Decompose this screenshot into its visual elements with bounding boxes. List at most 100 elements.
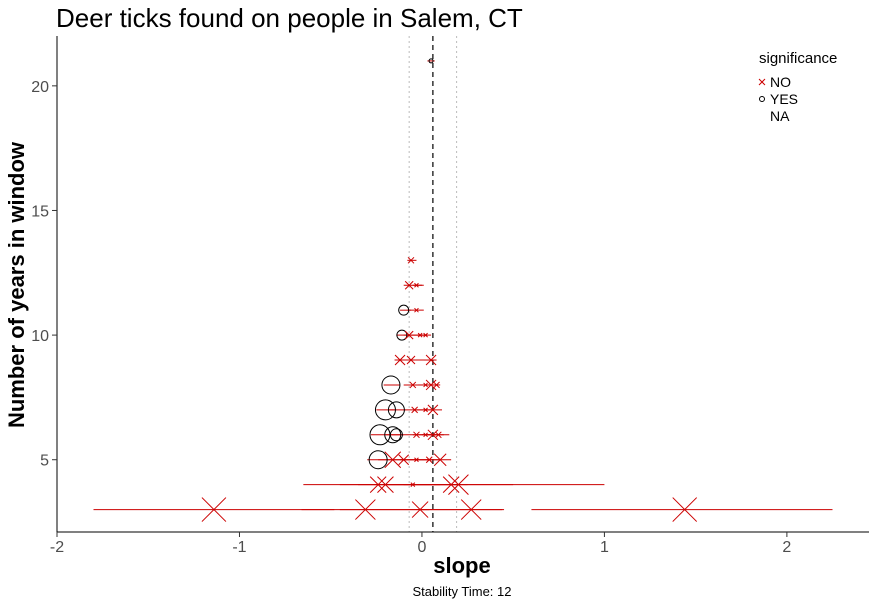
x-marker-stroke — [423, 382, 428, 388]
non-significant-point — [398, 454, 410, 466]
x-marker-stroke — [377, 476, 394, 493]
x-marker-stroke — [672, 497, 698, 522]
non-significant-point — [406, 355, 416, 365]
legend-label: NA — [770, 108, 790, 124]
x-marker-stroke — [414, 307, 419, 313]
x-tick-label: 2 — [782, 539, 791, 556]
non-significant-point — [427, 404, 439, 416]
non-significant-point — [414, 307, 419, 313]
x-tick-label: -1 — [232, 539, 246, 556]
significant-point — [396, 329, 408, 341]
x-marker-stroke — [425, 354, 437, 366]
significant-point — [368, 450, 388, 470]
y-tick-label: 15 — [31, 203, 49, 220]
x-marker-stroke — [201, 497, 227, 522]
non-significant-point — [394, 354, 406, 366]
non-significant-point — [201, 497, 227, 522]
y-axis-ticks: 5 10 15 20 — [31, 79, 57, 470]
non-significant-point — [425, 379, 437, 391]
x-marker-stroke — [414, 282, 419, 288]
x-marker-stroke — [409, 381, 417, 389]
confidence-intervals — [93, 60, 833, 511]
significant-point — [384, 426, 402, 444]
non-significant-point — [423, 432, 428, 438]
x-marker-stroke — [394, 354, 406, 366]
x-marker-stroke — [406, 355, 416, 365]
chart-title: Deer ticks found on people in Salem, CT — [56, 3, 523, 33]
x-marker-stroke — [355, 499, 376, 520]
significant-point — [428, 58, 434, 64]
non-significant-point — [423, 407, 428, 413]
non-significant-point — [369, 476, 387, 493]
x-marker-stroke — [404, 330, 414, 340]
x-tick-label: 0 — [417, 539, 426, 556]
x-axis-title: slope — [433, 553, 490, 578]
significant-point — [374, 399, 396, 421]
non-significant-point — [425, 456, 433, 464]
non-significant-point — [460, 499, 482, 520]
non-significant-point — [433, 453, 447, 467]
y-tick-label: 10 — [31, 328, 49, 345]
non-significant-point — [384, 451, 402, 469]
x-marker-stroke — [410, 482, 416, 487]
non-significant-point — [417, 332, 423, 338]
x-marker-stroke — [423, 432, 428, 438]
non-significant-point — [423, 332, 428, 338]
y-axis-title: Number of years in window — [4, 141, 29, 428]
non-significant-point — [355, 499, 376, 520]
significant-point — [398, 304, 410, 316]
significant-point — [389, 428, 403, 442]
x-tick-label: -2 — [50, 539, 64, 556]
non-significant-point — [414, 282, 419, 288]
non-significant-point — [433, 381, 440, 389]
non-significant-point — [409, 381, 417, 389]
non-significant-point — [672, 497, 698, 522]
legend-key-x-icon — [758, 78, 766, 86]
non-significant-point — [410, 482, 416, 487]
significant-point — [387, 401, 405, 419]
legend-label: NO — [770, 74, 791, 90]
x-marker-stroke — [433, 453, 447, 467]
non-significant-point — [442, 476, 460, 493]
non-significant-point — [407, 256, 415, 264]
non-significant-point — [404, 330, 414, 340]
x-marker-stroke — [442, 476, 460, 493]
x-marker-stroke — [427, 404, 439, 416]
x-marker-stroke — [427, 429, 439, 441]
non-significant-point — [377, 476, 394, 493]
x-marker-stroke — [413, 431, 420, 439]
x-axis-ticks: -2 -1 0 1 2 — [50, 532, 791, 556]
non-significant-point — [411, 501, 429, 518]
non-significant-point — [427, 429, 439, 441]
x-marker-stroke — [369, 476, 387, 493]
non-significant-point — [414, 457, 419, 463]
x-marker-stroke — [425, 456, 433, 464]
non-significant-point — [411, 406, 418, 414]
y-tick-label: 20 — [31, 79, 49, 96]
non-significant-point — [425, 354, 437, 366]
x-marker-stroke — [414, 457, 419, 463]
non-significant-point — [413, 431, 420, 439]
x-marker-stroke — [433, 381, 440, 389]
legend-key-circle-icon — [759, 96, 765, 102]
x-marker-stroke — [460, 499, 482, 520]
x-tick-label: 1 — [600, 539, 609, 556]
point-markers — [201, 58, 698, 522]
x-marker-stroke — [407, 256, 415, 264]
x-marker-stroke — [448, 474, 469, 495]
legend-title: significance — [759, 50, 837, 67]
x-marker-stroke — [423, 407, 428, 413]
x-marker-stroke — [411, 501, 429, 518]
significant-point — [381, 375, 401, 395]
non-significant-point — [423, 382, 428, 388]
x-marker-stroke — [425, 379, 437, 391]
non-significant-point — [435, 431, 442, 439]
x-marker-stroke — [435, 431, 442, 439]
legend-label: YES — [770, 91, 798, 107]
non-significant-point — [448, 474, 469, 495]
x-marker-stroke — [404, 280, 414, 290]
x-marker-stroke — [384, 451, 402, 469]
